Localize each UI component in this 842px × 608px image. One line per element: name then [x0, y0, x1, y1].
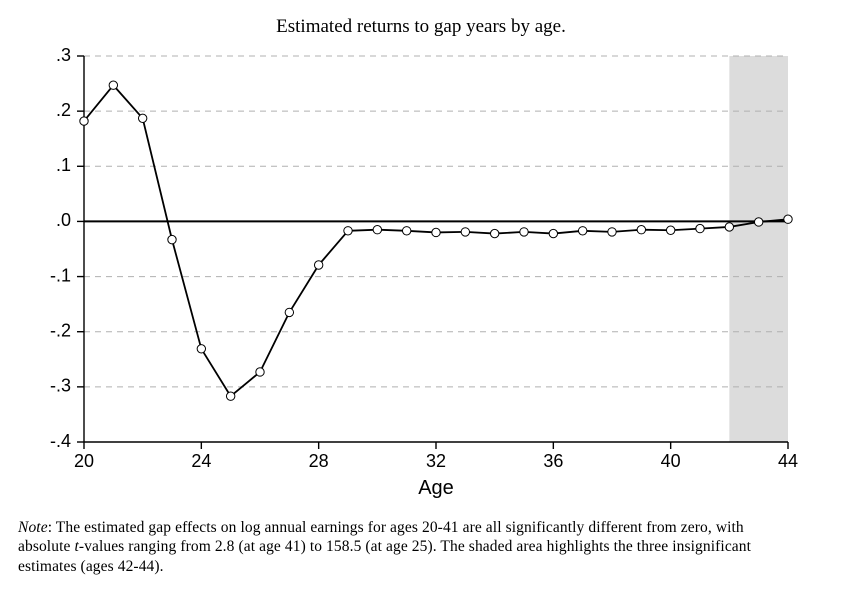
line-chart: -.4 -.3 -.2 -.1 .0 .1 .2 .3 20 24 28 32 36 40 44 Age: [18, 40, 824, 510]
svg-text:-.2: -.2: [50, 320, 71, 340]
note-lead: Note: [18, 519, 48, 536]
page-root: Estimated returns to gap years by age. -…: [0, 0, 842, 608]
svg-text:.3: .3: [56, 45, 71, 65]
note-line2b: -values ranging from 2.8 (at age 41) to …: [79, 538, 751, 555]
svg-text:.2: .2: [56, 100, 71, 120]
svg-text:.0: .0: [56, 210, 71, 230]
svg-text:-.4: -.4: [50, 431, 71, 451]
svg-text:20: 20: [74, 451, 94, 471]
svg-text:-.1: -.1: [50, 265, 71, 285]
svg-text:24: 24: [191, 451, 211, 471]
note-line3: estimates (ages 42-44).: [18, 558, 164, 575]
svg-text:40: 40: [661, 451, 681, 471]
note-line1: : The estimated gap effects on log annua…: [48, 519, 744, 536]
chart-container: -.4 -.3 -.2 -.1 .0 .1 .2 .3 20 24 28 32 36 40 44 Age: [18, 40, 824, 510]
svg-text:32: 32: [426, 451, 446, 471]
note-line2a: absolute: [18, 538, 74, 555]
svg-text:28: 28: [309, 451, 329, 471]
svg-text:-.3: -.3: [50, 376, 71, 396]
chart-note: Note: The estimated gap effects on log a…: [18, 518, 824, 576]
chart-title: Estimated returns to gap years by age.: [18, 16, 824, 38]
svg-text:.1: .1: [56, 155, 71, 175]
svg-text:Age: Age: [418, 477, 454, 499]
svg-text:44: 44: [778, 451, 798, 471]
svg-text:36: 36: [543, 451, 563, 471]
